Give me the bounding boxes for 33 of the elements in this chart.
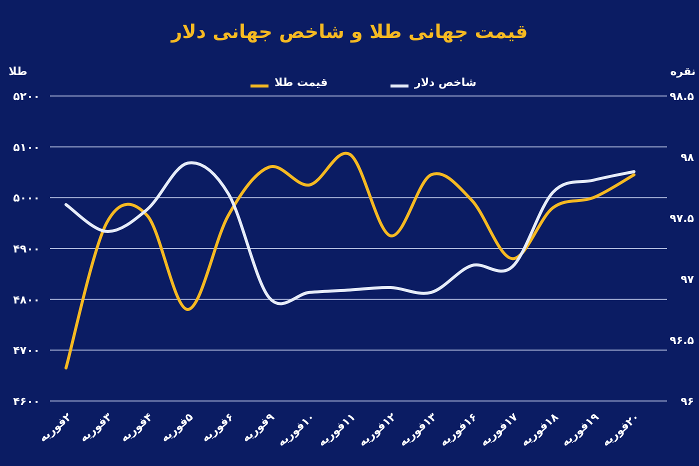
y-tick-label: ۴۹۰۰ <box>13 242 40 256</box>
x-tick-label: ۱۷فوریه <box>478 410 520 450</box>
y-tick-label: ۴۷۰۰ <box>13 344 40 358</box>
x-tick-label: ۱۹فوریه <box>558 410 602 450</box>
y-tick-label: ۵۰۰۰ <box>13 192 40 205</box>
y-tick-label: ۵۲۰۰ <box>13 90 40 103</box>
x-tick-label: ۳فوریه <box>77 410 115 445</box>
x-tick-label: ۱۲فوریه <box>356 410 399 450</box>
y2-tick-label: ۹۷ <box>680 273 694 286</box>
x-tick-label: ۱۰فوریه <box>274 410 318 450</box>
x-tick-label: ۴فوریه <box>118 410 156 445</box>
y-tick-label: ۴۶۰۰ <box>13 395 40 408</box>
chart-title: قیمت جهانی طلا و شاخص جهانی دلار <box>170 21 528 43</box>
y2-tick-label: ۹۸ <box>680 151 694 164</box>
y2-tick-label: ۹۸.۵ <box>670 90 694 103</box>
y2-tick-label: ۹۶ <box>680 395 694 408</box>
x-tick-label: ۶فوریه <box>198 410 236 445</box>
y2-tick-label: ۹۶.۵ <box>670 334 694 347</box>
legend-label: قیمت طلا <box>274 76 328 89</box>
legend-label: شاخص دلار <box>414 76 476 89</box>
y2-axis-title: نقره <box>670 65 696 78</box>
x-tick-label: ۱۱فوریه <box>315 410 358 450</box>
x-tick-label: ۱۶فوریه <box>437 410 480 450</box>
x-tick-label: ۹فوریه <box>239 410 277 445</box>
x-tick-label: ۲فوریه <box>36 410 74 445</box>
y-axis-title: طلا <box>8 65 28 78</box>
y-tick-label: ۵۱۰۰ <box>13 140 40 154</box>
x-tick-label: ۲۰فوریه <box>599 410 642 450</box>
y-tick-label: ۴۸۰۰ <box>13 293 40 306</box>
x-tick-label: ۱۳فوریه <box>396 410 440 450</box>
x-tick-label: ۵فوریه <box>158 410 196 445</box>
y2-tick-label: ۹۷.۵ <box>670 212 694 225</box>
x-tick-label: ۱۸فوریه <box>518 410 561 450</box>
